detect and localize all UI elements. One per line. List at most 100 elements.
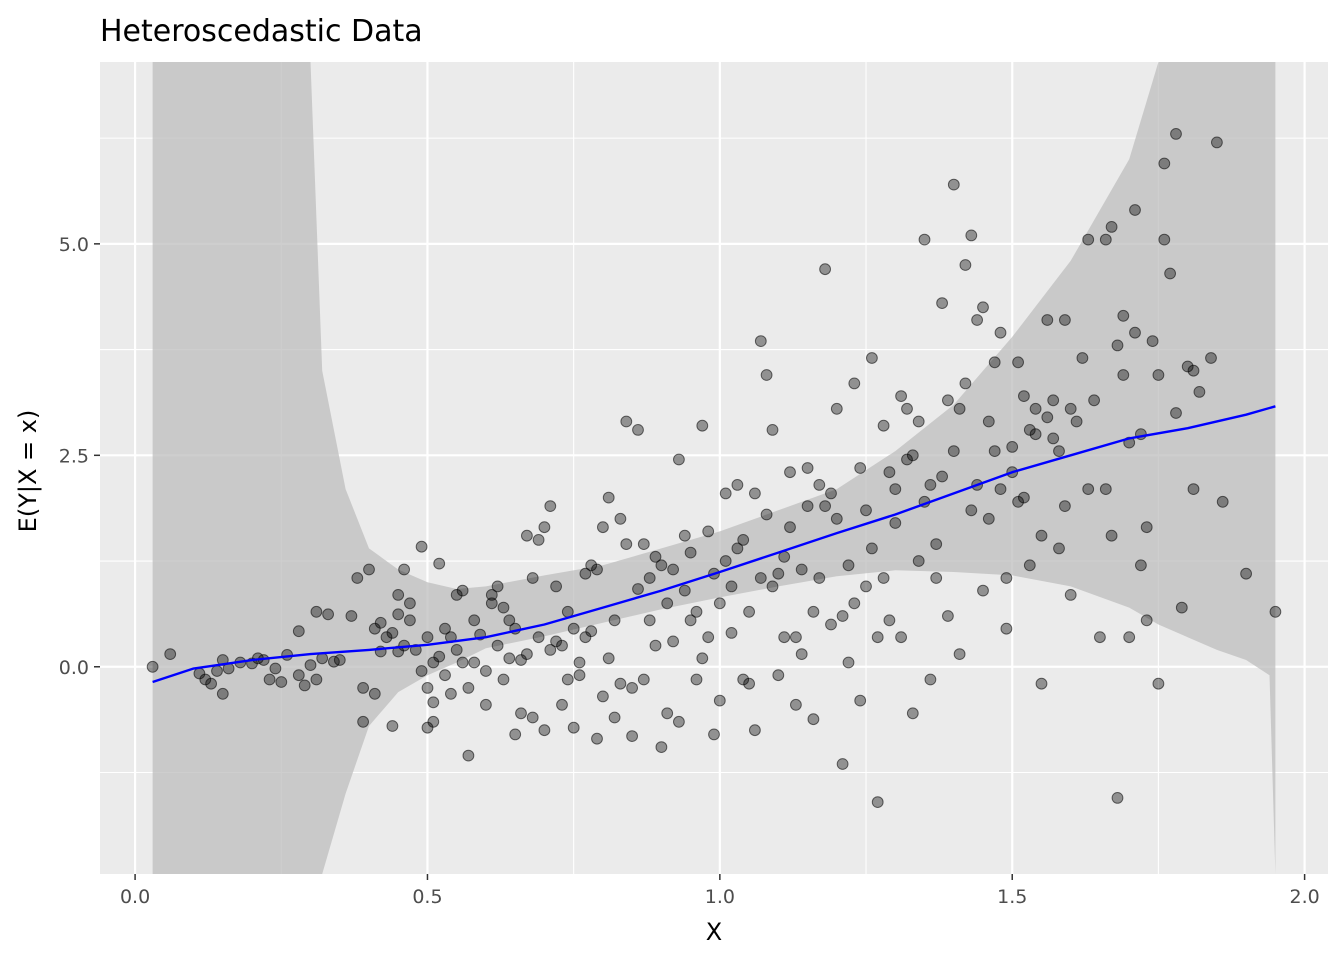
scatter-point (1117, 309, 1130, 322)
scatter-point (386, 720, 399, 732)
scatter-point (1181, 360, 1194, 373)
scatter-point (1105, 221, 1118, 233)
scatter-point (784, 466, 796, 479)
scatter-point (871, 796, 884, 808)
scatter-point (1269, 605, 1282, 618)
scatter-point (608, 711, 621, 724)
scatter-point (690, 605, 703, 618)
scatter-point (830, 512, 843, 525)
scatter-point (953, 648, 966, 660)
scatter-point (690, 673, 703, 686)
scatter-point (673, 715, 685, 728)
scatter-point (754, 335, 767, 348)
scatter-point (866, 352, 878, 364)
y-axis-label: E(Y|X = x) (14, 410, 42, 533)
scatter-point (678, 529, 691, 542)
scatter-point (1146, 335, 1159, 348)
scatter-point (398, 563, 411, 576)
scatter-point (392, 589, 405, 601)
x-tick-label: 1.0 (705, 886, 735, 908)
scatter-point (1041, 314, 1054, 326)
scatter-point (667, 635, 679, 648)
scatter-point (959, 259, 972, 271)
scatter-point (784, 521, 796, 534)
scatter-point (445, 687, 457, 700)
scatter-point (819, 263, 831, 276)
scatter-point (1175, 601, 1188, 614)
scatter-point (678, 584, 691, 597)
scatter-point (468, 656, 481, 669)
scatter-point (503, 652, 516, 665)
scatter-point (696, 652, 709, 665)
scatter-points-layer (146, 128, 1282, 808)
scatter-point (901, 453, 913, 466)
scatter-point (585, 559, 598, 572)
scatter-point (556, 698, 568, 711)
scatter-point (310, 673, 323, 686)
scatter-point (1111, 339, 1124, 352)
scatter-point (597, 690, 609, 703)
scatter-point (567, 721, 580, 734)
scatter-point (573, 669, 586, 682)
scatter-point (1035, 529, 1048, 542)
scatter-point (731, 542, 744, 555)
scatter-point (790, 631, 802, 644)
scatter-point (491, 580, 504, 593)
scatter-point (357, 715, 370, 728)
scatter-point (807, 605, 820, 618)
scatter-point (947, 178, 960, 191)
scatter-point (1123, 631, 1136, 644)
scatter-point (503, 614, 516, 627)
scatter-point (357, 682, 370, 694)
axes: 0.0 0.5 1.0 1.5 2.0 0.0 2.5 5.0 (59, 234, 1320, 908)
scatter-point (778, 631, 791, 644)
scatter-point (439, 669, 451, 682)
scatter-point (1152, 677, 1165, 690)
scatter-point (743, 677, 755, 690)
y-tick-label: 0.0 (59, 657, 89, 679)
scatter-point (263, 673, 276, 686)
scatter-point (836, 610, 849, 622)
scatter-point (655, 559, 668, 572)
scatter-point (930, 538, 943, 550)
scatter-point (497, 673, 510, 686)
scatter-point (813, 479, 826, 491)
scatter-point (901, 402, 913, 415)
scatter-point (772, 669, 785, 682)
scatter-point (298, 679, 311, 692)
scatter-point (515, 654, 527, 666)
scatter-point (427, 656, 440, 669)
scatter-point (556, 639, 568, 652)
scatter-point (427, 696, 440, 709)
scatter-point (1129, 204, 1141, 216)
scatter-point (450, 644, 463, 656)
scatter-point (1088, 394, 1100, 407)
scatter-point (1187, 364, 1200, 377)
scatter-point (1216, 495, 1229, 508)
scatter-point (848, 377, 861, 390)
scatter-point (877, 419, 890, 432)
scatter-point (462, 749, 475, 762)
scatter-point (567, 622, 580, 635)
scatter-point (550, 635, 562, 648)
scatter-point (977, 584, 989, 597)
scatter-point (275, 676, 288, 688)
x-axis-label: X (706, 918, 722, 946)
scatter-point (1158, 157, 1171, 170)
scatter-point (433, 557, 446, 570)
scatter-point (561, 673, 574, 686)
scatter-point (380, 631, 393, 644)
scatter-point (836, 758, 849, 770)
scatter-point (702, 631, 715, 644)
y-tick-label: 5.0 (59, 234, 89, 256)
scatter-point (930, 572, 943, 584)
scatter-point (322, 608, 335, 621)
scatter-point (895, 390, 907, 403)
scatter-point (830, 402, 843, 415)
scatter-point (661, 597, 674, 610)
scatter-point (1047, 432, 1060, 445)
scatter-point (708, 728, 720, 741)
scatter-point (146, 660, 159, 673)
scatter-point (211, 665, 223, 677)
